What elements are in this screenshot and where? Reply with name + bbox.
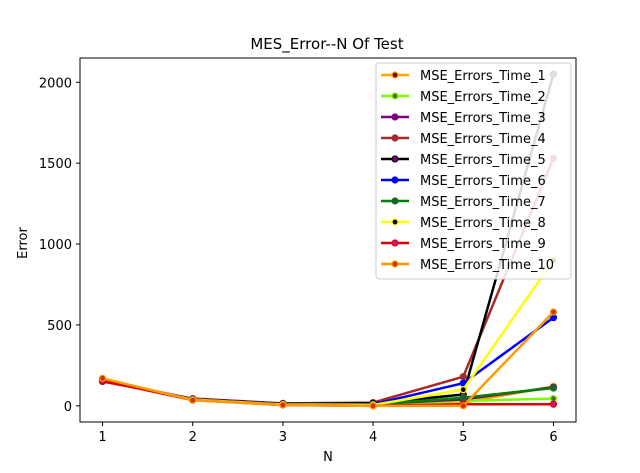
legend-marker [391, 155, 399, 163]
legend-box [375, 62, 572, 280]
legend-label: MSE_Errors_Time_10 [420, 258, 554, 273]
data-point [459, 373, 467, 381]
y-tick-label: 2000 [39, 76, 72, 91]
x-tick-label: 6 [549, 430, 557, 445]
data-point [459, 386, 467, 394]
legend-marker [391, 92, 399, 100]
legend-item: MSE_Errors_Time_4 [381, 132, 546, 147]
legend-label: MSE_Errors_Time_1 [420, 69, 546, 84]
legend-marker [391, 113, 399, 121]
legend-item: MSE_Errors_Time_10 [381, 258, 554, 273]
y-tick-label: 1000 [39, 238, 72, 253]
data-point [98, 374, 107, 382]
y-tick-label: 1500 [39, 157, 72, 172]
legend-item: MSE_Errors_Time_8 [381, 216, 546, 231]
legend-item: MSE_Errors_Time_5 [381, 153, 546, 168]
legend-item: MSE_Errors_Time_6 [381, 174, 546, 189]
legend-marker [391, 260, 399, 268]
legend-label: MSE_Errors_Time_7 [420, 195, 546, 210]
legend-label: MSE_Errors_Time_8 [420, 216, 546, 231]
series-line-10 [102, 311, 555, 408]
legend-item: MSE_Errors_Time_7 [381, 195, 546, 210]
y-tick-label: 0 [64, 400, 72, 415]
legend-item: MSE_Errors_Time_2 [381, 90, 546, 105]
legend-marker [391, 176, 399, 184]
legend-item: MSE_Errors_Time_1 [381, 69, 546, 84]
legend-label: MSE_Errors_Time_5 [420, 153, 546, 168]
series-line-6 [102, 316, 555, 406]
chart-title: MES_Error--N Of Test [250, 35, 403, 54]
data-point [459, 394, 467, 402]
legend-marker [391, 218, 399, 226]
legend-marker [391, 71, 399, 79]
axes: 1 2 3 4 5 6 0 500 1000 1500 2000 [39, 57, 577, 445]
data-point [189, 396, 197, 404]
x-tick-label: 4 [369, 430, 377, 445]
legend-marker [391, 239, 399, 247]
plot-area [98, 70, 558, 410]
legend-label: MSE_Errors_Time_6 [420, 174, 546, 189]
legend: MSE_Errors_Time_1 MSE_Errors_Time_2 MSE_Er… [375, 62, 572, 280]
legend-label: MSE_Errors_Time_9 [420, 237, 546, 252]
axes-frame [79, 57, 577, 423]
x-tick-label: 5 [459, 430, 467, 445]
x-tick-label: 3 [279, 430, 287, 445]
legend-marker [391, 197, 399, 205]
data-point [549, 308, 558, 316]
legend-label: MSE_Errors_Time_4 [420, 132, 546, 147]
y-axis-title: Error [16, 227, 31, 259]
legend-label: MSE_Errors_Time_3 [420, 111, 546, 126]
data-point [369, 402, 377, 410]
y-tick-label: 500 [47, 319, 72, 334]
data-point [279, 401, 287, 409]
data-point [549, 384, 558, 392]
x-tick-label: 1 [98, 430, 106, 445]
data-point [459, 402, 467, 410]
data-point [549, 400, 558, 408]
x-tick-label: 2 [189, 430, 197, 445]
legend-label: MSE_Errors_Time_2 [420, 90, 546, 105]
legend-marker [391, 134, 399, 142]
x-axis-title: N [323, 450, 333, 465]
legend-item: MSE_Errors_Time_3 [381, 111, 546, 126]
legend-item: MSE_Errors_Time_9 [381, 237, 546, 252]
